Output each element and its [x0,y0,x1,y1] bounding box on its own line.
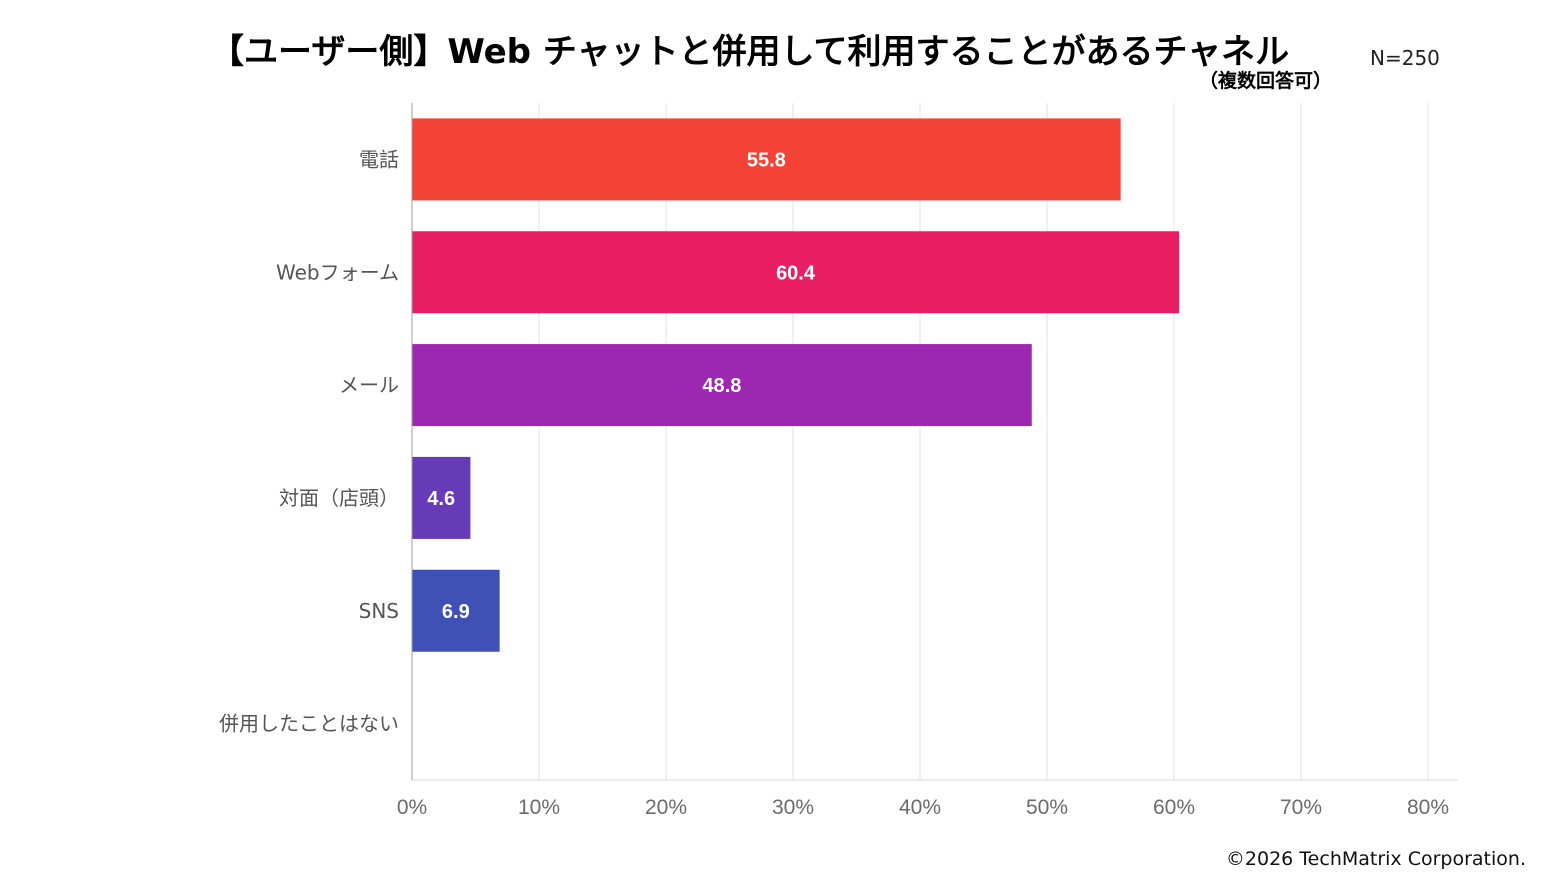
category-label: 対面（店頭） [279,486,399,510]
x-tick-label: 80% [1407,796,1449,819]
gridlines [538,103,1429,780]
bar-2 [412,231,1180,314]
bar-1 [412,118,1121,201]
x-tick-label: 10% [518,796,560,819]
sample-size-label: N=250 [1370,46,1440,70]
category-label: メール [339,373,399,397]
category-label: SNS [359,599,399,623]
x-tick-label: 40% [899,796,941,819]
copyright-text: ©2026 TechMatrix Corporation. [1225,848,1526,870]
bar-4 [412,456,471,539]
axes [411,103,1458,781]
bar-value-label: 4.6 [427,488,455,510]
labels: 0% 10% 20% 30% 40% 50% 60% 70% 80% 55.8 電話 60.4 Webフ… [219,147,1449,819]
bar-value-label: 55.8 [747,149,786,171]
category-label: Webフォーム [276,260,399,284]
bar-3 [412,344,1032,427]
chart-title: 【ユーザー側】Web チャットと併用して利用することがあるチャネル [210,32,1290,72]
category-label: 併用したことはない [219,712,399,736]
chart-subtitle: （複数回答可） [1198,70,1332,92]
bar-5 [412,569,500,652]
bars [412,118,1180,652]
bar-value-label: 60.4 [776,262,816,284]
x-tick-label: 60% [1153,796,1195,819]
x-tick-label: 30% [772,796,814,819]
x-tick-label: 50% [1026,796,1068,819]
bar-value-label: 48.8 [702,375,741,397]
bar-value-label: 6.9 [442,601,470,623]
category-label: 電話 [359,147,399,171]
x-tick-label: 70% [1280,796,1322,819]
x-tick-label: 0% [397,796,427,819]
x-tick-label: 20% [645,796,687,819]
